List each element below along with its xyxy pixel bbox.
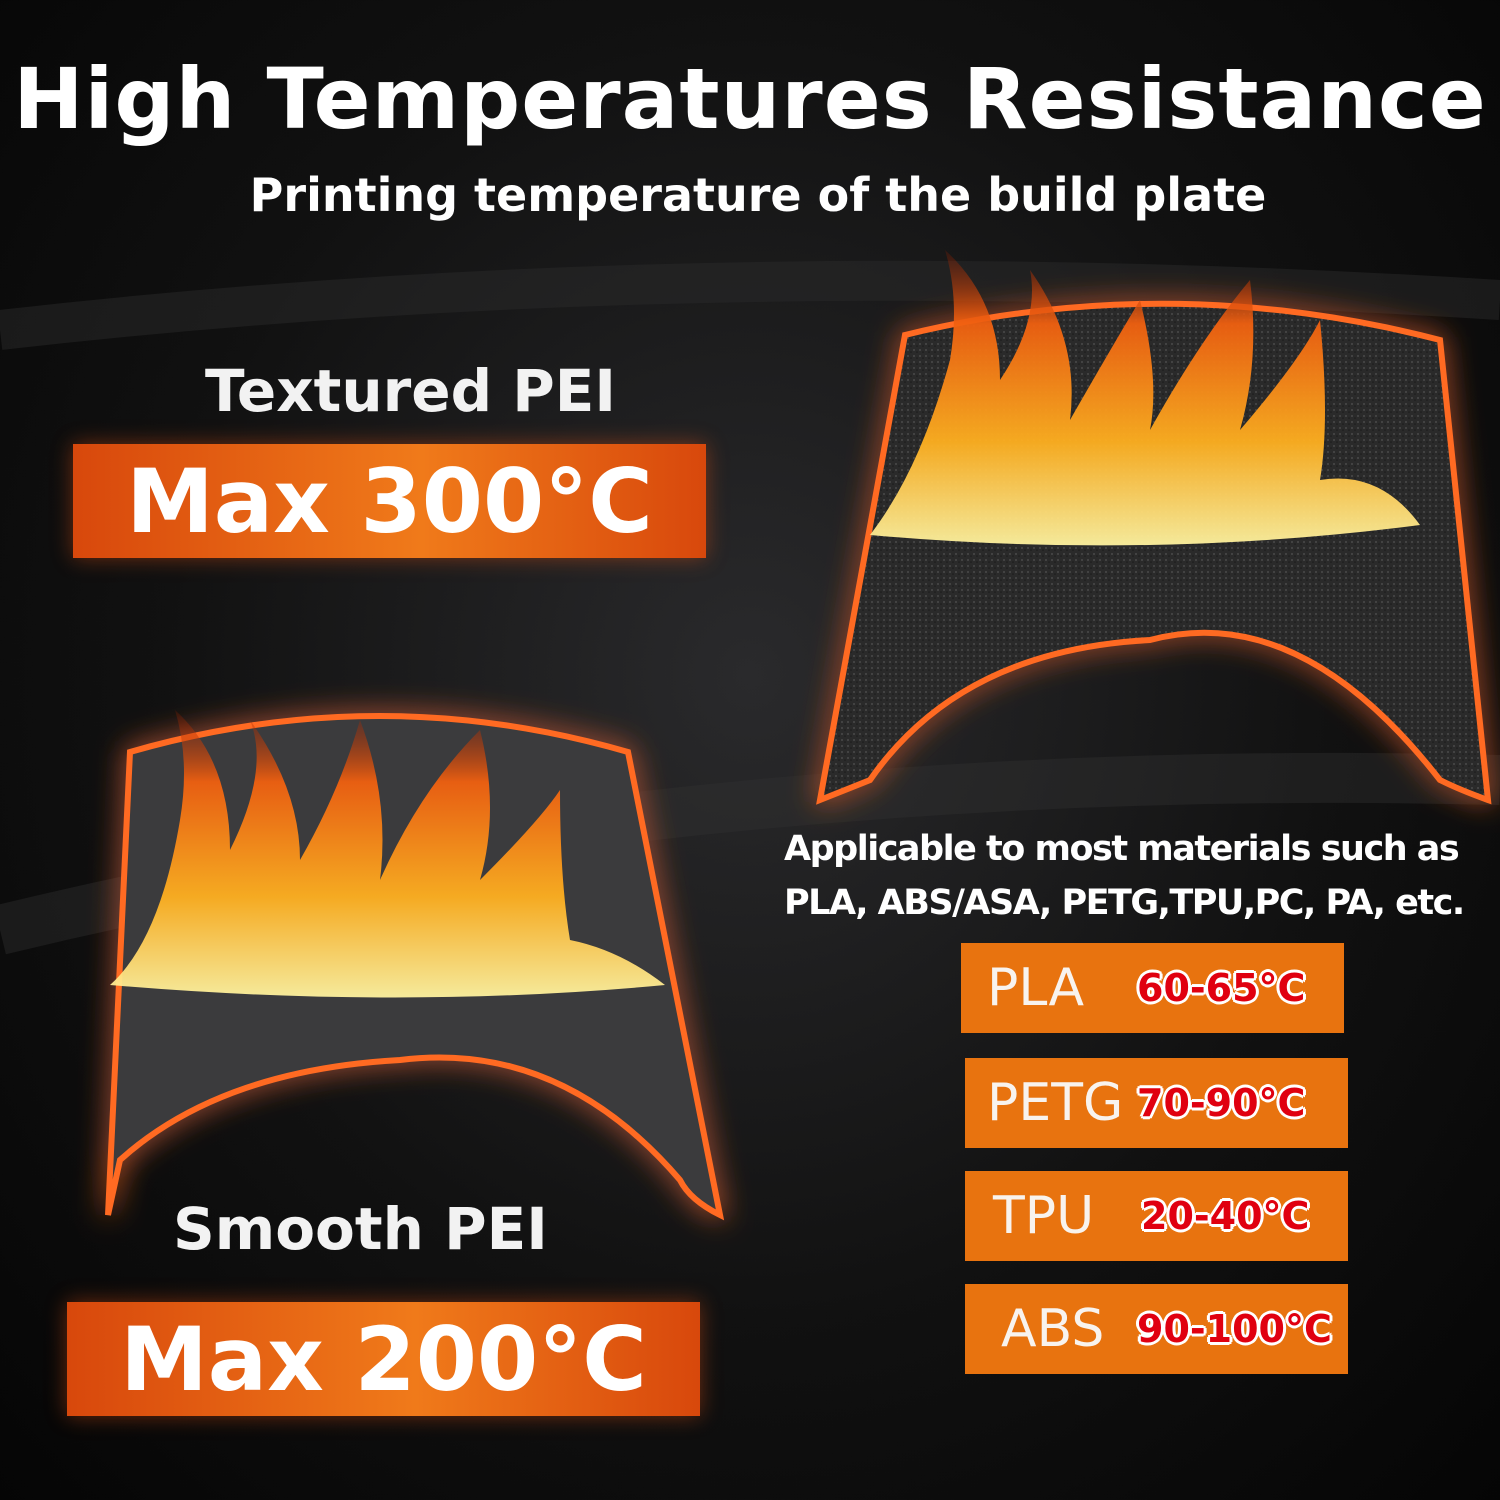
applicable-materials-text: Applicable to most materials such as PLA…: [784, 822, 1484, 930]
smooth-max-temp-banner: Max 200°C: [67, 1302, 700, 1416]
smooth-flames-image: [110, 710, 665, 998]
material-row-petg: PETG 70-90°C: [965, 1058, 1348, 1148]
material-temp: 60-65°C: [1137, 966, 1306, 1010]
material-temp: 20-40°C: [1141, 1194, 1310, 1238]
material-row-pla: PLA 60-65°C: [961, 943, 1344, 1033]
textured-max-temp-banner: Max 300°C: [73, 444, 706, 558]
material-name: ABS: [1001, 1299, 1105, 1359]
textured-pei-label: Textured PEI: [205, 357, 616, 425]
material-row-tpu: TPU 20-40°C: [965, 1171, 1348, 1261]
material-temp: 70-90°C: [1137, 1081, 1306, 1125]
material-row-abs: ABS 90-100°C: [965, 1284, 1348, 1374]
page-subtitle: Printing temperature of the build plate: [249, 168, 1267, 222]
applicable-line-1: Applicable to most materials such as: [784, 829, 1460, 869]
textured-pei-plate: [816, 300, 1492, 805]
applicable-line-2: PLA, ABS/ASA, PETG,TPU,PC, PA, etc.: [784, 883, 1465, 923]
material-name: PETG: [987, 1073, 1124, 1133]
material-temp: 90-100°C: [1137, 1307, 1332, 1351]
textured-flames-image: [870, 250, 1420, 546]
material-name: PLA: [987, 958, 1085, 1018]
material-name: TPU: [993, 1186, 1095, 1246]
smooth-pei-label: Smooth PEI: [173, 1195, 548, 1263]
page-title: High Temperatures Resistance: [13, 50, 1487, 148]
